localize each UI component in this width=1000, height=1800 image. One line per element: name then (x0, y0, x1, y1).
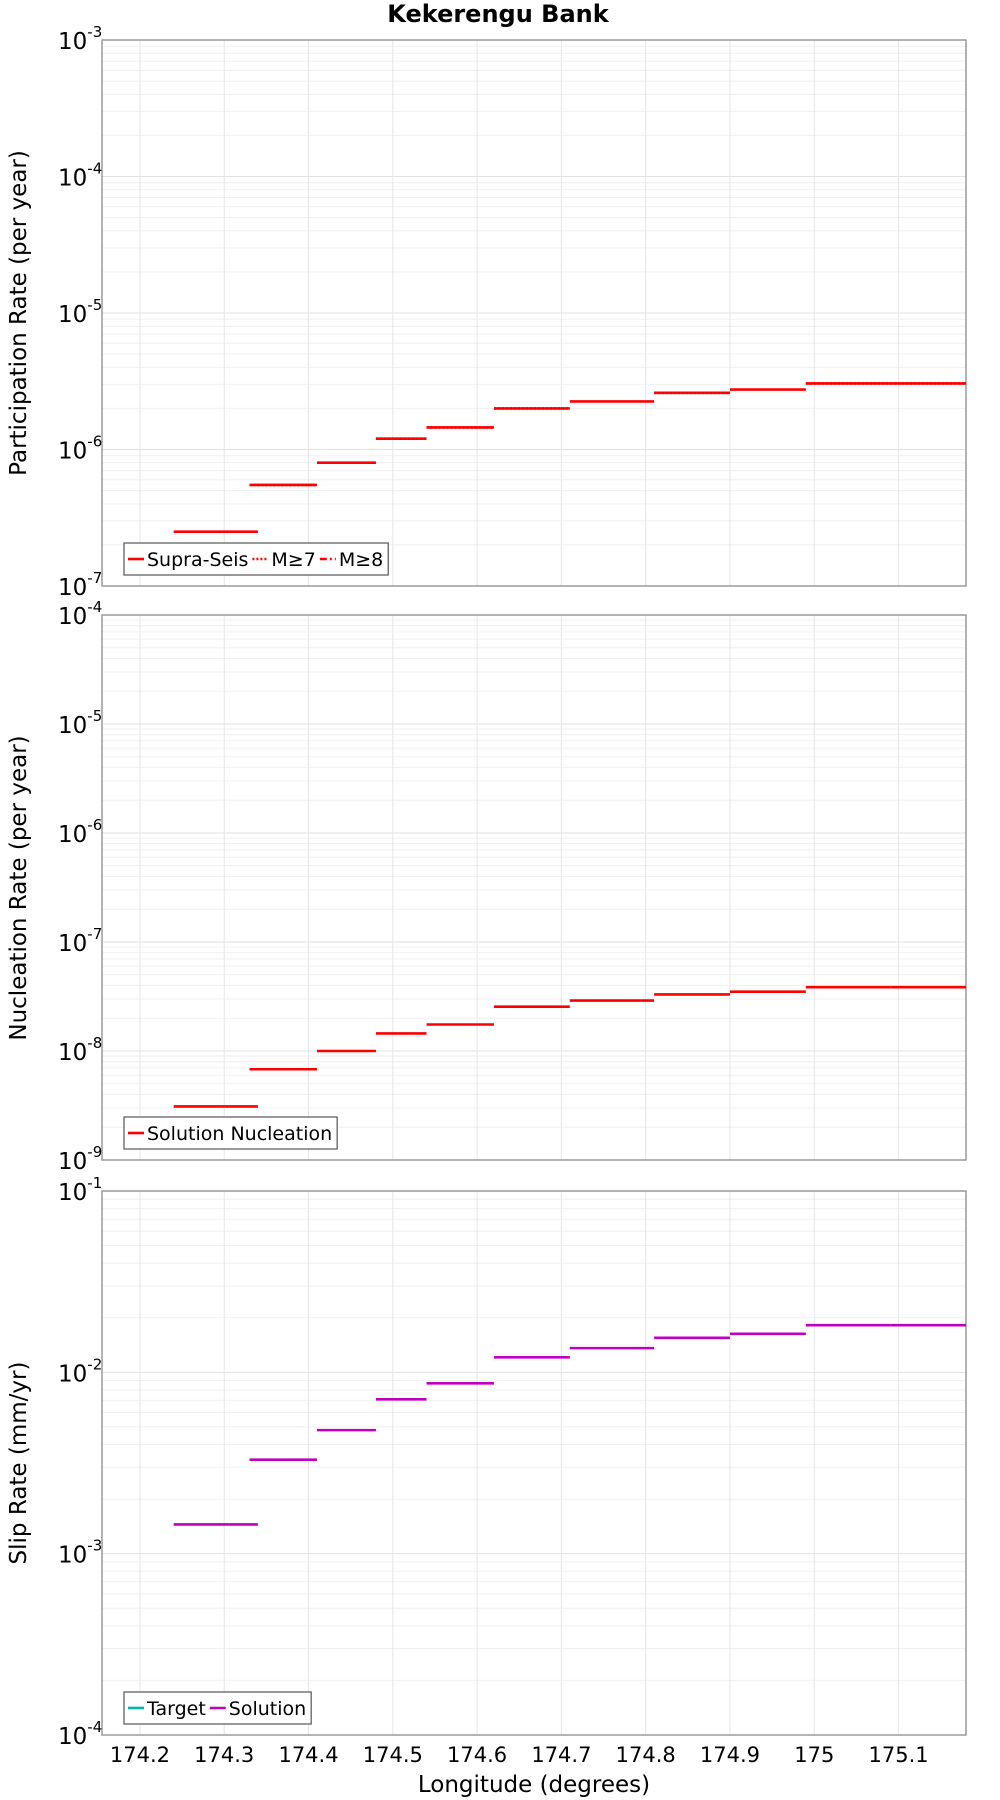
y-tick-label: 10-4 (58, 1718, 102, 1750)
y-tick-label: 10-8 (58, 1034, 102, 1066)
legend-label-solution: Solution (229, 1698, 306, 1720)
chart-title: Kekerengu Bank (387, 0, 609, 28)
y-tick-label: 10-5 (58, 296, 102, 328)
y-tick-label: 10-1 (58, 1174, 102, 1206)
legend-label-supra-seis: Supra-Seis (147, 549, 248, 571)
legend-label-m-7: M≥7 (271, 549, 315, 571)
ylabel-slip: Slip Rate (mm/yr) (6, 1362, 32, 1565)
x-axis-label: Longitude (degrees) (418, 1772, 650, 1798)
panel-participation: 10-7 10-6 10-5 10-4 10-3 Participation Rate … (6, 23, 967, 601)
y-tick-label: 10-2 (58, 1355, 102, 1387)
legend-label-solution-nucleation: Solution Nucleation (147, 1123, 332, 1145)
y-tick-label: 10-4 (58, 598, 102, 630)
y-tick-label: 10-3 (58, 1537, 102, 1569)
yticks-nucleation: 10-9 10-8 10-7 10-6 10-5 10-4 (58, 598, 102, 1175)
legend-label-target: Target (146, 1698, 206, 1720)
series-slip (173, 1323, 966, 1526)
panel-slip: 10-4 10-3 10-2 10-1 Slip Rate (mm/yr) Targe… (6, 1174, 967, 1750)
plot-frame-slip (101, 1190, 967, 1736)
grid-participation (102, 40, 966, 587)
x-tick-label: 175.1 (869, 1743, 929, 1767)
x-tick-label: 174.2 (110, 1743, 170, 1767)
y-tick-label: 10-4 (58, 160, 102, 192)
x-tick-label: 174.4 (278, 1743, 338, 1767)
y-tick-label: 10-5 (58, 707, 102, 739)
x-tick-labels: 174.2 174.3 174.4 174.5 174.6 174.7 174.8 174.9… (110, 1743, 929, 1767)
y-tick-label: 10-6 (58, 816, 102, 848)
x-tick-label: 175 (794, 1743, 834, 1767)
ylabel-nucleation: Nucleation Rate (per year) (6, 735, 32, 1040)
ylabel-participation: Participation Rate (per year) (6, 150, 32, 476)
plot-frame-nucleation (101, 614, 967, 1161)
x-tick-label: 174.5 (363, 1743, 423, 1767)
yticks-participation: 10-7 10-6 10-5 10-4 10-3 (58, 23, 102, 601)
y-tick-label: 10-7 (58, 569, 102, 601)
grid-slip (102, 1191, 966, 1736)
x-tick-label: 174.7 (531, 1743, 591, 1767)
grid-nucleation (102, 615, 966, 1161)
yticks-slip: 10-4 10-3 10-2 10-1 (58, 1174, 102, 1750)
panel-nucleation: 10-9 10-8 10-7 10-6 10-5 10-4 Nucleation Rate… (6, 598, 967, 1175)
legend-participation: Supra-Seis M≥7 M≥8 (123, 542, 389, 576)
legend-box (123, 542, 389, 576)
y-tick-label: 10-7 (58, 925, 102, 957)
legend-nucleation: Solution Nucleation (123, 1116, 338, 1150)
series-participation (173, 382, 966, 533)
y-tick-label: 10-6 (58, 433, 102, 465)
x-tick-label: 174.6 (447, 1743, 507, 1767)
y-tick-label: 10-3 (58, 23, 102, 55)
legend-label-m-8: M≥8 (339, 549, 383, 571)
x-tick-label: 174.3 (194, 1743, 254, 1767)
legend-box (123, 1116, 338, 1150)
legend-slip: Target Solution (123, 1691, 312, 1725)
x-tick-label: 174.8 (616, 1743, 676, 1767)
x-tick-label: 174.9 (700, 1743, 760, 1767)
y-tick-label: 10-9 (58, 1143, 102, 1175)
plot-frame-participation (101, 39, 967, 587)
series-nucleation (173, 985, 966, 1108)
